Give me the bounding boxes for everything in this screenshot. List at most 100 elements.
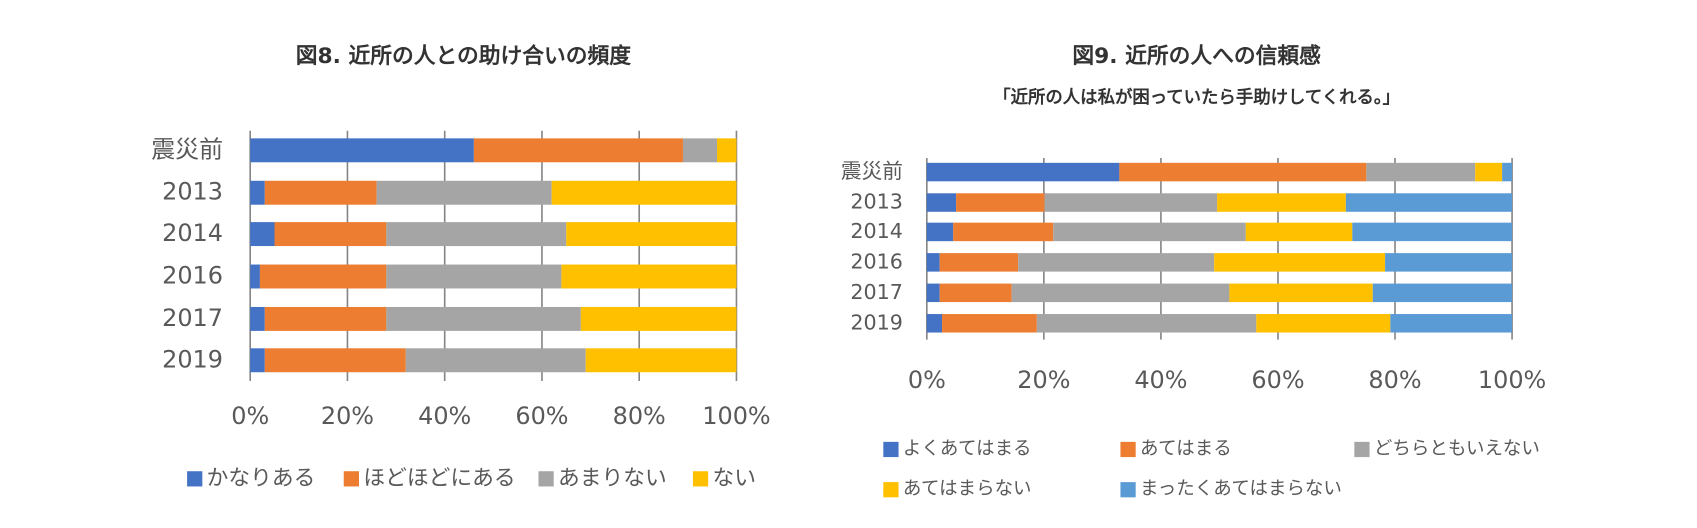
- bar-segment: [1011, 283, 1230, 303]
- bar-segment: [250, 222, 275, 247]
- bar-segment: [1018, 253, 1215, 272]
- bar-segment: [561, 264, 737, 289]
- y-tick-label: 2019: [850, 310, 903, 334]
- legend-swatch: [538, 471, 554, 487]
- x-tick-label: 100%: [1478, 366, 1546, 394]
- bar-segment: [926, 193, 957, 212]
- legend-label: かなりある: [207, 466, 316, 491]
- bar-segment: [939, 253, 1019, 272]
- bar-segment: [386, 264, 562, 289]
- bar-segment: [1256, 314, 1391, 333]
- bar-segment: [551, 180, 737, 205]
- bar-segment: [473, 138, 683, 163]
- bar-segment: [386, 222, 567, 247]
- bar-segment: [1372, 283, 1513, 303]
- bar-segment: [1366, 162, 1476, 182]
- legend-label: どちらともいえない: [1374, 438, 1540, 459]
- bar-segment: [942, 314, 1037, 333]
- y-tick-label: 2013: [162, 178, 223, 206]
- y-tick-label: 2017: [850, 280, 903, 304]
- bar-segment: [926, 162, 1120, 182]
- bar-segment: [717, 138, 737, 163]
- x-tick-label: 80%: [613, 402, 666, 430]
- bar-segment: [250, 306, 265, 331]
- bar-segment: [682, 138, 718, 163]
- legend-swatch: [1120, 482, 1136, 498]
- y-tick-label: 2019: [162, 345, 223, 373]
- x-tick-label: 60%: [515, 402, 568, 430]
- bar-segment: [264, 348, 406, 373]
- legend-label: あまりない: [558, 466, 667, 491]
- bar-segment: [1214, 253, 1386, 272]
- bar-segment: [250, 264, 260, 289]
- bar-segment: [1390, 314, 1513, 333]
- legend-swatch: [692, 471, 709, 487]
- x-tick-label: 20%: [321, 402, 374, 430]
- x-tick-label: 40%: [418, 402, 471, 430]
- bar-segment: [1352, 222, 1513, 242]
- y-tick-label: 2017: [162, 304, 223, 332]
- legend-swatch: [1354, 441, 1370, 458]
- bar-segment: [264, 306, 387, 331]
- legend-swatch: [883, 482, 899, 498]
- bar-segment: [926, 253, 940, 272]
- x-tick-label: 0%: [231, 402, 269, 430]
- x-tick-label: 0%: [908, 366, 946, 394]
- bar-segment: [259, 264, 387, 289]
- legend-label: あてはまらない: [903, 479, 1032, 500]
- y-tick-label: 2014: [850, 219, 903, 243]
- bar-segment: [250, 180, 265, 205]
- bar-segment: [1502, 162, 1513, 182]
- bar-segment: [953, 222, 1054, 242]
- x-tick-label: 80%: [1368, 366, 1421, 394]
- bar-segment: [580, 306, 737, 331]
- legend-swatch: [1120, 441, 1136, 458]
- chart-subtitle: 「近所の人は私が困っていたら手助けしてくれる。」: [993, 87, 1400, 108]
- bar-segment: [939, 283, 1012, 303]
- y-tick-label: 2014: [162, 219, 223, 247]
- bar-segment: [250, 138, 474, 163]
- bar-segment: [926, 222, 954, 242]
- bar-segment: [1044, 193, 1218, 212]
- legend-label: ない: [713, 466, 757, 491]
- chart-title: 図9. 近所の人への信頼感: [1072, 43, 1321, 69]
- bar-segment: [405, 348, 586, 373]
- legend-label: よくあてはまる: [903, 438, 1032, 459]
- x-tick-label: 40%: [1134, 366, 1187, 394]
- bar-segment: [585, 348, 737, 373]
- x-tick-label: 20%: [1017, 366, 1070, 394]
- bar-segment: [1345, 193, 1513, 212]
- y-tick-label: 2016: [162, 262, 223, 290]
- bar-segment: [1245, 222, 1353, 242]
- y-tick-label: 2013: [850, 190, 903, 214]
- bar-segment: [1475, 162, 1503, 182]
- bar-segment: [250, 348, 265, 373]
- bar-segment: [274, 222, 387, 247]
- bar-segment: [1217, 193, 1346, 212]
- legend-label: ほどほどにある: [363, 466, 515, 491]
- x-tick-label: 60%: [1251, 366, 1304, 394]
- bar-segment: [376, 180, 552, 205]
- bar-segment: [264, 180, 377, 205]
- bar-segment: [956, 193, 1045, 212]
- bar-segment: [1229, 283, 1373, 303]
- bar-segment: [926, 283, 940, 303]
- bar-segment: [926, 314, 943, 333]
- bar-segment: [1053, 222, 1246, 242]
- legend-swatch: [883, 441, 899, 458]
- legend-label: まったくあてはまらない: [1140, 479, 1342, 500]
- bar-segment: [566, 222, 737, 247]
- bar-segment: [1385, 253, 1513, 272]
- bar-segment: [1036, 314, 1257, 333]
- chart-title: 図8. 近所の人との助け合いの頻度: [296, 43, 632, 69]
- y-tick-label: 2016: [850, 249, 903, 273]
- bar-segment: [386, 306, 581, 331]
- legend-label: あてはまる: [1140, 438, 1232, 459]
- legend-swatch: [343, 471, 359, 487]
- bar-segment: [1119, 162, 1367, 182]
- y-tick-label: 震災前: [151, 135, 223, 163]
- legend-swatch: [187, 471, 203, 487]
- y-tick-label: 震災前: [841, 159, 903, 183]
- x-tick-label: 100%: [702, 402, 770, 430]
